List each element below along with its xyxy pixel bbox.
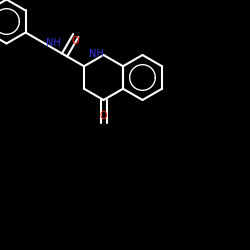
Text: NH: NH <box>89 49 104 59</box>
Text: O: O <box>72 36 80 46</box>
Text: NH: NH <box>46 38 60 48</box>
Text: O: O <box>100 111 107 121</box>
